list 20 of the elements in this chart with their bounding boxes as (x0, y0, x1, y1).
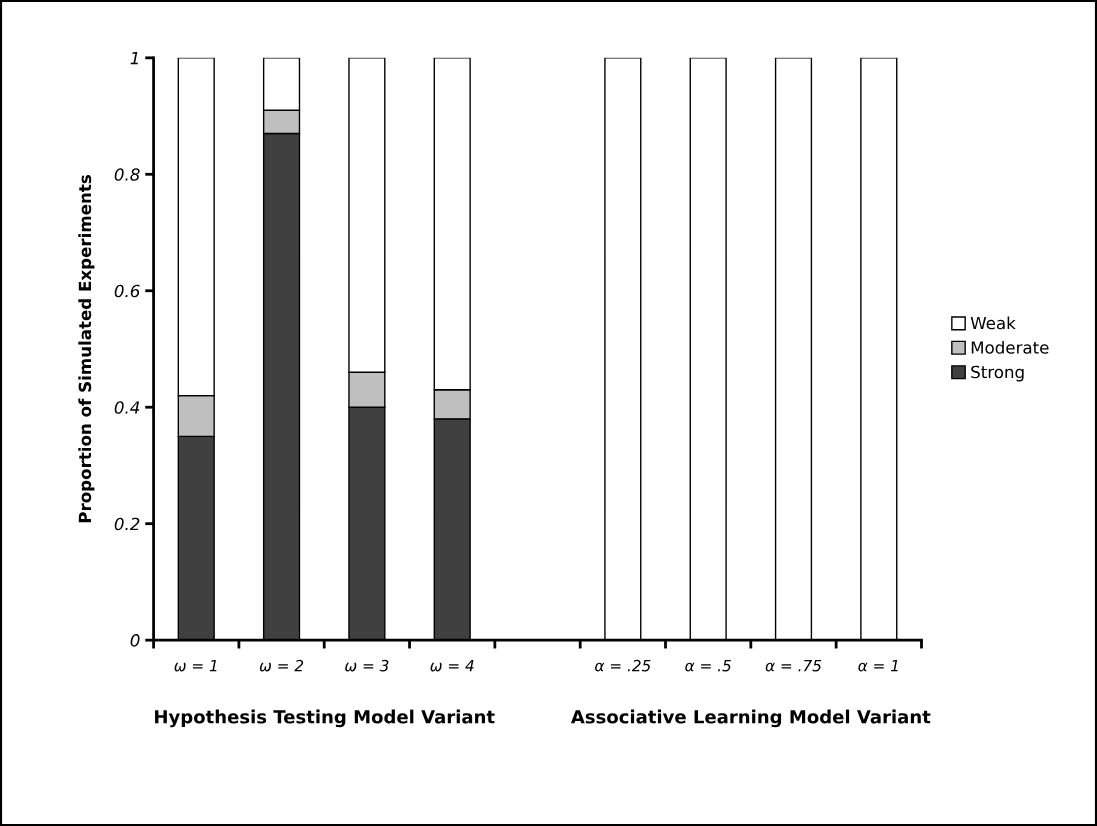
y-tick-label: 0 (130, 634, 140, 647)
y-tick-label: 0.2 (114, 517, 140, 531)
x-tick-label: α = .5 (685, 660, 731, 672)
y-tick-label: 0.4 (114, 401, 140, 414)
x-tick-label: ω = 4 (430, 660, 474, 672)
x-tick-label: ω = 1 (174, 660, 217, 672)
x-tick-label: ω = 3 (345, 659, 389, 672)
text: Hypothesis Testing Model Variant (155, 709, 495, 728)
x-tick-label: α = .75 (765, 660, 822, 672)
x-tick-label: α = 1 (858, 660, 898, 672)
y-tick-label: 1 (130, 52, 138, 65)
legend-label: Strong (971, 365, 1024, 382)
x-tick-label: ω = 2 (259, 659, 304, 672)
x-tick-label: α = .25 (595, 659, 651, 672)
y-tick-label: 0.8 (114, 168, 140, 181)
y-axis-title: Proportion of Simulated Experiments (78, 175, 95, 523)
legend-label: Weak (970, 316, 1016, 330)
text: Associative Learning Model Variant (570, 709, 931, 728)
y-tick-label: 0.6 (114, 284, 140, 298)
legend-label: Moderate (971, 340, 1049, 354)
